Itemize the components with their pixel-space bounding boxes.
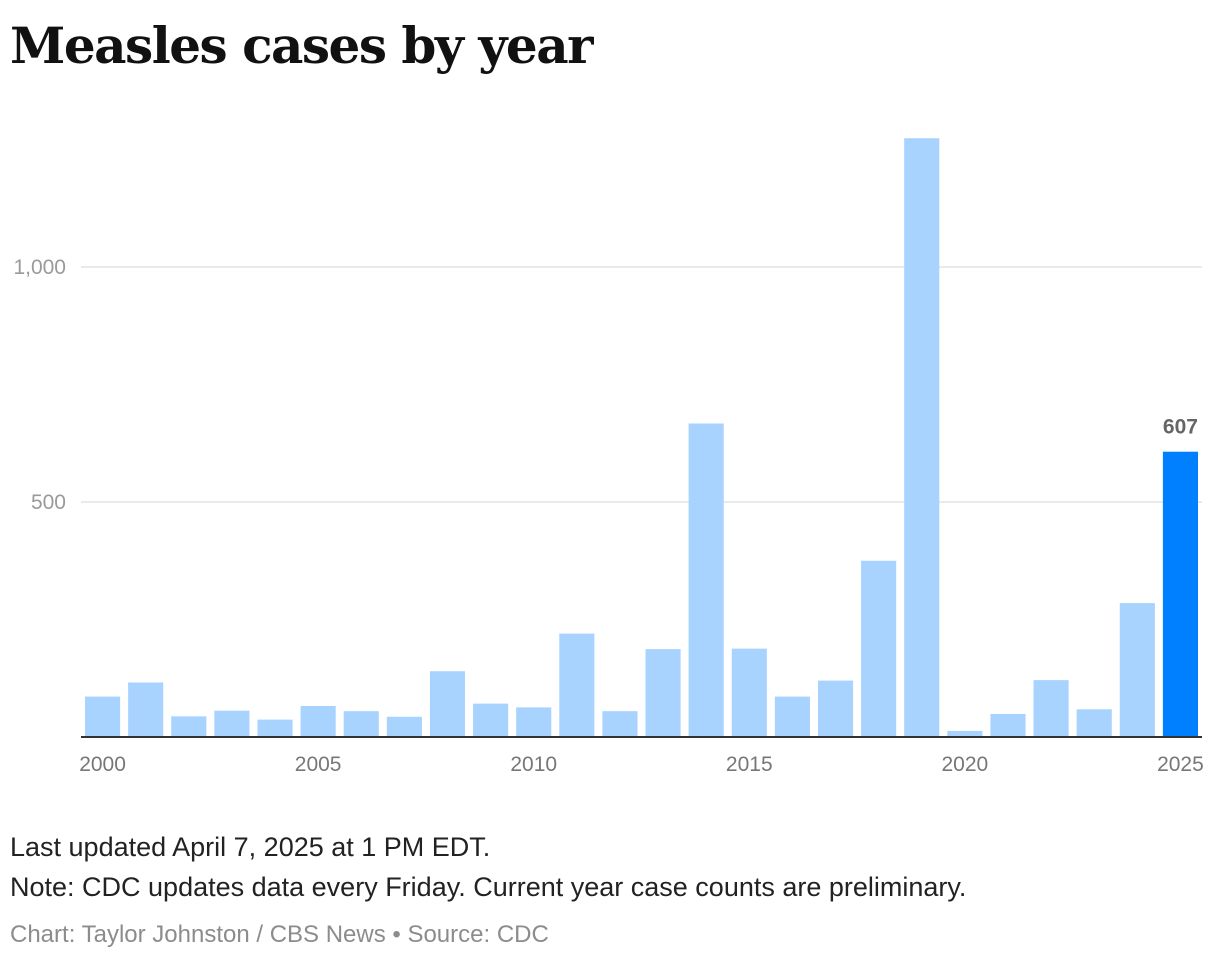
bar-2017 <box>817 680 854 737</box>
x-tick-label: 2010 <box>510 753 557 776</box>
bar-2001 <box>128 682 164 737</box>
bar-2016 <box>774 696 810 737</box>
bar-2013 <box>645 649 681 737</box>
bar-2009 <box>473 703 509 737</box>
bar-2003 <box>214 710 250 737</box>
bar-2000 <box>85 696 121 737</box>
y-tick-label: 500 <box>31 491 66 514</box>
bar-2020 <box>947 730 983 737</box>
bar-2005 <box>300 705 336 737</box>
x-axis-labels: 2000 2005 2010 2015 2020 2025 <box>79 753 1204 776</box>
bars <box>85 138 1198 738</box>
note-text: Note: CDC updates data every Friday. Cur… <box>10 872 967 902</box>
chart-title: Measles cases by year <box>10 16 593 75</box>
x-tick-label: 2025 <box>1157 753 1204 776</box>
grid-lines <box>81 266 1202 503</box>
bar-2025 <box>1162 451 1198 737</box>
bar-2022 <box>1033 680 1069 737</box>
bar-2015 <box>731 648 767 737</box>
bar-2019 <box>904 138 940 738</box>
bar-2018 <box>861 560 897 737</box>
data-labels: 607 <box>1163 416 1198 439</box>
bar-2023 <box>1076 709 1112 737</box>
bar-chart: 500 1,000 2000 2005 2010 2015 2020 2025 607 <box>13 138 1204 776</box>
bar-2007 <box>386 716 422 737</box>
bar-2008 <box>429 671 466 737</box>
bar-2002 <box>171 716 207 737</box>
x-tick-label: 2005 <box>295 753 342 776</box>
y-axis-labels: 500 1,000 <box>13 256 66 514</box>
x-tick-label: 2000 <box>79 753 126 776</box>
bar-2014 <box>688 423 724 737</box>
bar-2012 <box>602 711 638 737</box>
bar-2024 <box>1119 603 1155 737</box>
data-label-2025: 607 <box>1163 416 1198 439</box>
x-tick-label: 2015 <box>726 753 773 776</box>
bar-2006 <box>343 711 379 737</box>
bar-2004 <box>257 719 293 737</box>
x-tick-label: 2020 <box>942 753 989 776</box>
credit-text: Chart: Taylor Johnston / CBS News • Sour… <box>10 921 549 948</box>
bar-2021 <box>990 713 1026 737</box>
bar-2010 <box>516 707 552 737</box>
last-updated-text: Last updated April 7, 2025 at 1 PM EDT. <box>10 832 491 862</box>
bar-2011 <box>559 633 595 737</box>
y-tick-label: 1,000 <box>13 256 66 279</box>
